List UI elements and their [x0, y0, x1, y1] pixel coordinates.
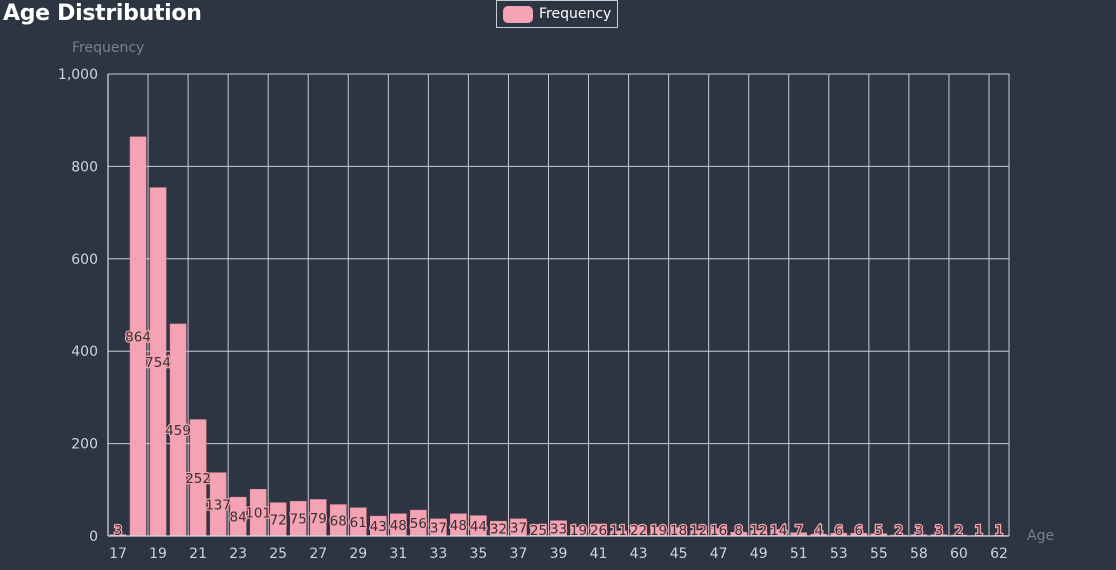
x-tick-label: 17: [109, 546, 127, 562]
data-label-age-60: 2: [955, 523, 964, 539]
data-label-age-26: 75: [290, 512, 307, 528]
data-label-age-58: 3: [915, 523, 924, 539]
data-label-age-54: 6: [855, 523, 864, 539]
data-label-age-53: 6: [835, 523, 844, 539]
x-tick-label: 23: [229, 546, 247, 562]
x-tick-label: 37: [510, 546, 528, 562]
y-tick-label: 200: [71, 437, 98, 453]
x-tick-label: 29: [349, 546, 367, 562]
x-tick-label: 53: [830, 546, 848, 562]
data-label-age-59: 3: [935, 523, 944, 539]
data-label-age-48: 8: [734, 523, 743, 539]
x-tick-label: 31: [389, 546, 407, 562]
x-tick-label: 55: [870, 546, 888, 562]
x-tick-label: 51: [790, 546, 808, 562]
x-tick-label: 21: [189, 546, 207, 562]
data-label-age-62: 1: [995, 523, 1004, 539]
x-tick-label: 47: [710, 546, 728, 562]
data-label-age-33: 37: [430, 520, 447, 536]
data-label-age-29: 61: [350, 515, 367, 531]
data-label-age-57: 2: [895, 523, 904, 539]
data-label-age-23: 84: [230, 510, 247, 526]
chart-title: Age Distribution: [3, 1, 202, 26]
data-label-age-20: 459: [165, 423, 191, 439]
x-tick-label: 41: [590, 546, 608, 562]
data-label-age-61: 1: [975, 523, 984, 539]
data-label-age-34: 48: [450, 518, 467, 534]
y-tick-label: 400: [71, 344, 98, 360]
data-label-age-55: 5: [875, 523, 884, 539]
data-label-age-24: 101: [245, 506, 271, 522]
legend[interactable]: Frequency: [496, 0, 619, 28]
data-label-age-31: 48: [390, 518, 407, 534]
x-tick-label: 45: [670, 546, 688, 562]
data-label-age-19: 754: [145, 355, 171, 371]
x-tick-label: 62: [990, 546, 1008, 562]
x-tick-label: 35: [469, 546, 487, 562]
x-tick-label: 19: [149, 546, 167, 562]
y-tick-label: 800: [71, 159, 98, 175]
data-label-age-18: 864: [125, 329, 151, 345]
data-label-age-39: 33: [550, 521, 567, 537]
data-label-age-36: 32: [490, 522, 507, 538]
x-tick-label: 33: [429, 546, 447, 562]
bars: [109, 136, 1008, 537]
data-label-age-21: 252: [185, 471, 211, 487]
grid-lines: [107, 73, 1010, 537]
data-label-age-28: 68: [330, 513, 347, 529]
y-tick-label: 0: [89, 529, 98, 545]
x-tick-label: 58: [910, 546, 928, 562]
x-axis-title: Age: [1027, 528, 1054, 544]
legend-label-frequency: Frequency: [539, 6, 612, 22]
y-tick-label: 600: [71, 252, 98, 268]
x-tick-label: 43: [630, 546, 648, 562]
legend-swatch-frequency: [503, 5, 533, 23]
x-tick-label: 25: [269, 546, 287, 562]
data-label-age-52: 4: [814, 523, 823, 539]
data-label-age-17: 3: [114, 523, 123, 539]
data-label-age-30: 43: [370, 519, 387, 535]
y-axis-title: Frequency: [72, 40, 144, 56]
data-label-age-25: 72: [270, 512, 287, 528]
x-tick-label: 49: [750, 546, 768, 562]
x-tick-label: 27: [309, 546, 327, 562]
y-tick-label: 1,000: [58, 67, 98, 83]
data-label-age-32: 56: [410, 516, 427, 532]
data-label-age-37: 37: [510, 520, 527, 536]
data-label-age-27: 79: [310, 511, 327, 527]
x-tick-label: 60: [950, 546, 968, 562]
data-label-age-22: 137: [205, 497, 231, 513]
x-tick-label: 39: [550, 546, 568, 562]
data-label-age-35: 44: [470, 519, 487, 535]
data-label-age-51: 7: [794, 523, 803, 539]
